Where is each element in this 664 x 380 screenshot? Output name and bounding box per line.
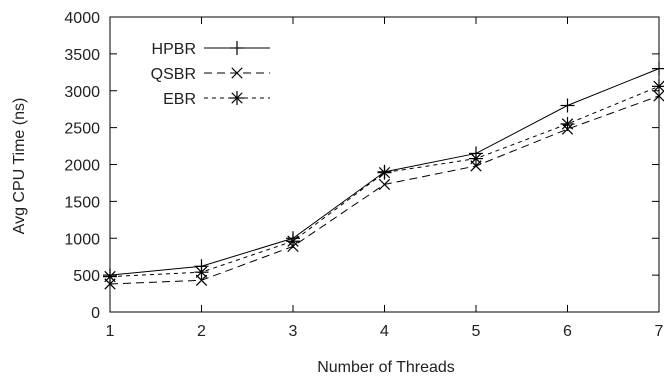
data-point — [195, 274, 208, 286]
data-point — [230, 41, 244, 55]
y-tick-label: 0 — [91, 305, 100, 322]
data-point — [378, 178, 391, 191]
legend-label: HPBR — [152, 41, 196, 58]
series-line — [109, 85, 660, 278]
y-axis-label: Avg CPU Time (ns) — [11, 98, 28, 235]
y-tick-label: 2000 — [64, 158, 100, 175]
series-line — [109, 95, 660, 285]
x-tick-label: 7 — [655, 323, 664, 340]
y-tick-label: 3000 — [64, 84, 100, 101]
y-axis: 0 500 1000 1500 2000 2500 3000 3500 4000 — [64, 10, 659, 322]
x-axis: 1 2 3 4 5 6 7 — [106, 17, 664, 340]
data-point — [286, 234, 300, 249]
data-point — [103, 269, 117, 284]
data-point — [230, 91, 244, 105]
data-point — [652, 61, 664, 76]
series-qsbr — [104, 90, 664, 290]
legend-label: EBR — [163, 91, 196, 108]
x-tick-label: 1 — [106, 323, 115, 340]
data-point — [194, 265, 209, 280]
y-tick-label: 1000 — [64, 231, 100, 248]
legend: HPBR QSBR EBR — [151, 41, 270, 108]
series-layer — [103, 61, 664, 290]
data-point — [231, 67, 243, 79]
y-tick-label: 3500 — [64, 47, 100, 64]
legend-item: QSBR — [151, 66, 270, 83]
data-point — [653, 90, 664, 102]
y-tick-label: 2500 — [64, 121, 100, 138]
x-axis-label: Number of Threads — [317, 359, 455, 376]
series-ebr — [103, 79, 664, 284]
y-tick-label: 4000 — [64, 10, 100, 27]
data-point — [560, 98, 575, 113]
y-tick-label: 500 — [73, 268, 100, 285]
plot-area — [109, 16, 660, 313]
x-tick-label: 5 — [472, 323, 481, 340]
data-point — [469, 151, 483, 166]
legend-item: HPBR — [152, 41, 270, 58]
legend-label: QSBR — [151, 66, 196, 83]
x-tick-label: 4 — [380, 323, 389, 340]
y-tick-label: 1500 — [64, 194, 100, 211]
data-point — [377, 165, 392, 180]
x-tick-label: 6 — [563, 323, 572, 340]
plot-frame — [109, 16, 660, 313]
x-tick-label: 3 — [289, 323, 298, 340]
data-point — [560, 116, 575, 131]
x-tick-label: 2 — [197, 323, 206, 340]
legend-item: EBR — [163, 91, 270, 108]
